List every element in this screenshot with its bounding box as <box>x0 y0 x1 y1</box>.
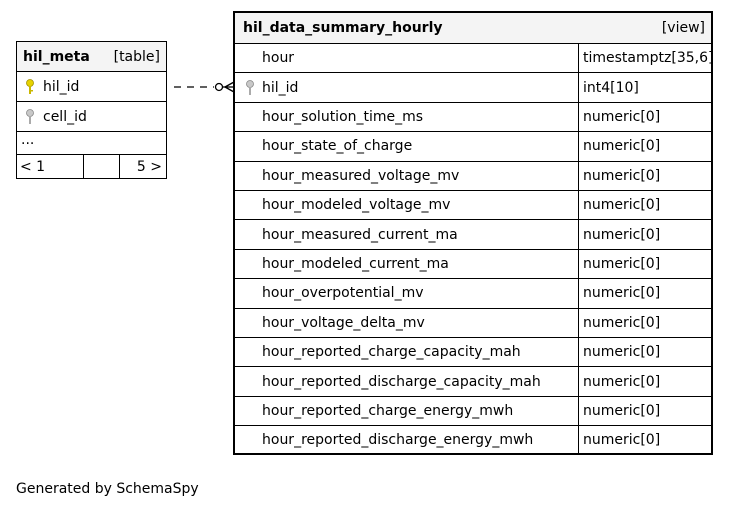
table-kind: [table] <box>113 48 160 65</box>
column-name: hour_measured_voltage_mv <box>262 167 460 184</box>
column-name: hour_voltage_delta_mv <box>262 314 425 331</box>
column-name: hour <box>262 50 295 67</box>
column-type: numeric[0] <box>578 367 711 396</box>
column-name: hour_state_of_charge <box>262 138 413 155</box>
hil-meta-table[interactable]: hil_meta [table] hil_id cell_id ... < 1 … <box>16 41 167 179</box>
column-row-hour-reported-charge-energy-mwh[interactable]: hour_reported_charge_energy_mwh numeric[0… <box>235 395 711 426</box>
ellipsis: ... <box>21 132 35 148</box>
column-row-hour-reported-discharge-capacity-mah[interactable]: hour_reported_discharge_capacity_mah nume… <box>235 366 711 396</box>
column-name: hour_reported_discharge_capacity_mah <box>262 373 541 390</box>
summary-view-header: hil_data_summary_hourly [view] <box>235 13 711 43</box>
column-row-hour-overpotential-mv[interactable]: hour_overpotential_mv numeric[0] <box>235 278 711 308</box>
column-type: numeric[0] <box>578 191 711 220</box>
column-type: numeric[0] <box>578 132 711 161</box>
table-name: hil_meta <box>23 48 90 65</box>
column-row-hour[interactable]: hour timestamptz[35,6] <box>235 43 713 73</box>
foreign-key-icon <box>23 102 37 131</box>
footer-credit: Generated by SchemaSpy <box>16 481 199 497</box>
column-type: int4[10] <box>578 73 711 102</box>
column-row-hour-reported-discharge-energy-mwh[interactable]: hour_reported_discharge_energy_mwh numeri… <box>235 425 711 455</box>
hil-meta-header: hil_meta [table] <box>17 42 166 71</box>
foreign-key-icon <box>243 73 257 101</box>
column-name: hil_id <box>43 78 80 95</box>
column-type: numeric[0] <box>578 426 711 455</box>
view-name: hil_data_summary_hourly <box>243 20 443 36</box>
column-name: hour_reported_discharge_energy_mwh <box>262 432 534 449</box>
column-type: numeric[0] <box>578 161 711 190</box>
primary-key-icon <box>23 72 37 101</box>
column-row-hour-solution-time-ms[interactable]: hour_solution_time_ms numeric[0] <box>235 101 711 132</box>
column-row-cell-id[interactable]: cell_id <box>17 101 166 131</box>
column-name: hour_overpotential_mv <box>262 285 424 302</box>
more-columns-row: ... <box>17 131 166 154</box>
column-type: numeric[0] <box>578 220 711 249</box>
column-row-hour-measured-current-ma[interactable]: hour_measured_current_ma numeric[0] <box>235 219 711 249</box>
column-type: numeric[0] <box>578 279 711 308</box>
column-name: hour_measured_current_ma <box>262 226 458 243</box>
column-name: hour_solution_time_ms <box>262 108 424 125</box>
column-name: hour_modeled_voltage_mv <box>262 197 451 214</box>
column-row-hour-modeled-voltage-mv[interactable]: hour_modeled_voltage_mv numeric[0] <box>235 190 711 220</box>
column-name: hour_reported_charge_capacity_mah <box>262 344 521 361</box>
column-row-hour-reported-charge-capacity-mah[interactable]: hour_reported_charge_capacity_mah numeric… <box>235 337 711 367</box>
pager-next[interactable]: 5 > <box>119 155 166 178</box>
column-row-hour-voltage-delta-mv[interactable]: hour_voltage_delta_mv numeric[0] <box>235 307 711 337</box>
column-name: hil_id <box>262 79 299 96</box>
column-type: timestamptz[35,6] <box>578 44 713 73</box>
column-row-hil-id[interactable]: hil_id int4[10] <box>235 72 711 102</box>
pager-middle <box>83 155 119 178</box>
column-row-hour-measured-voltage-mv[interactable]: hour_measured_voltage_mv numeric[0] <box>235 160 711 190</box>
column-type: numeric[0] <box>578 249 711 279</box>
column-name: cell_id <box>43 108 87 125</box>
column-name: hour_reported_charge_energy_mwh <box>262 402 514 419</box>
relationship-connector <box>174 81 235 93</box>
summary-view-table[interactable]: hil_data_summary_hourly [view] hour times… <box>233 11 713 455</box>
column-row-hour-state-of-charge[interactable]: hour_state_of_charge numeric[0] <box>235 131 711 161</box>
column-row-hil-id[interactable]: hil_id <box>17 71 166 101</box>
column-type: numeric[0] <box>578 308 711 337</box>
view-kind: [view] <box>661 20 705 36</box>
column-type: numeric[0] <box>578 338 711 367</box>
column-type: numeric[0] <box>578 396 711 426</box>
pager-row[interactable]: < 1 5 > <box>17 154 166 178</box>
column-type: numeric[0] <box>578 102 711 132</box>
column-name: hour_modeled_current_ma <box>262 255 449 272</box>
pager-prev[interactable]: < 1 <box>20 158 46 175</box>
column-row-hour-modeled-current-ma[interactable]: hour_modeled_current_ma numeric[0] <box>235 248 711 279</box>
